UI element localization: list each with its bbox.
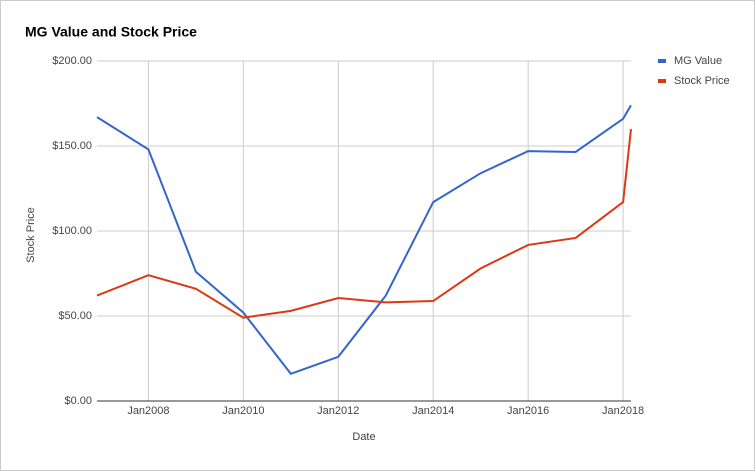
y-tick-label: $100.00 [52, 225, 92, 237]
x-tick-label: Jan2008 [127, 405, 169, 417]
x-tick-label: Jan2018 [602, 405, 644, 417]
x-tick-label: Jan2014 [412, 405, 454, 417]
y-tick-label: $50.00 [58, 310, 92, 322]
x-tick-label: Jan2016 [507, 405, 549, 417]
legend-label: MG Value [674, 55, 722, 67]
x-axis-label: Date [352, 431, 375, 443]
legend-label: Stock Price [674, 75, 730, 87]
y-axis-label: Stock Price [25, 207, 37, 263]
data-line [96, 128, 632, 319]
y-tick-label: $200.00 [52, 55, 92, 67]
legend-swatch [658, 79, 666, 83]
chart-title: MG Value and Stock Price [25, 24, 197, 40]
y-tick-label: $150.00 [52, 140, 92, 152]
legend-swatch [658, 59, 666, 63]
y-tick-label: $0.00 [64, 395, 92, 407]
data-line [96, 104, 632, 375]
x-tick-label: Jan2012 [317, 405, 359, 417]
x-tick-label: Jan2010 [222, 405, 264, 417]
